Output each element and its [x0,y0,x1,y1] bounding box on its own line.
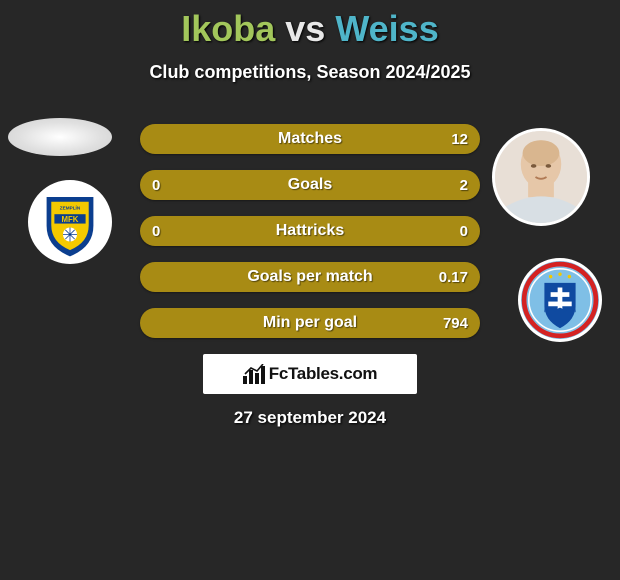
stat-row: Matches 12 [140,124,480,154]
player1-photo [8,118,112,156]
player1-name: Ikoba [181,8,275,50]
stat-label: Goals per match [247,268,372,286]
stat-value-right: 794 [443,315,468,332]
stat-value-right: 0.17 [439,269,468,286]
header: Ikoba vs Weiss Club competitions, Season… [0,0,620,83]
stat-value-right: 0 [460,223,468,240]
club-badge-left: MFK ZEMPLÍN [28,180,112,264]
player2-name: Weiss [335,8,438,50]
stat-value-right: 2 [460,177,468,194]
stat-row: Goals per match 0.17 [140,262,480,292]
stat-row: 0 Goals 2 [140,170,480,200]
stats-container: Matches 12 0 Goals 2 0 Hattricks 0 Goals… [140,124,480,354]
stat-label: Min per goal [263,314,357,332]
stat-label: Hattricks [276,222,344,240]
brand-icon [243,364,265,384]
title: Ikoba vs Weiss [0,8,620,50]
stat-value-left: 0 [152,223,160,240]
stat-value-left: 0 [152,177,160,194]
club-badge-right [518,258,602,342]
subtitle: Club competitions, Season 2024/2025 [0,62,620,83]
stat-row: 0 Hattricks 0 [140,216,480,246]
date-text: 27 september 2024 [234,408,386,428]
stat-label: Matches [278,130,342,148]
player2-photo [492,128,590,226]
stat-label: Goals [288,176,332,194]
vs-text: vs [285,8,325,50]
stat-value-right: 12 [451,131,468,148]
brand-text: FcTables.com [269,364,378,384]
stat-row: Min per goal 794 [140,308,480,338]
svg-text:MFK: MFK [62,215,79,224]
brand-box: FcTables.com [203,354,417,394]
